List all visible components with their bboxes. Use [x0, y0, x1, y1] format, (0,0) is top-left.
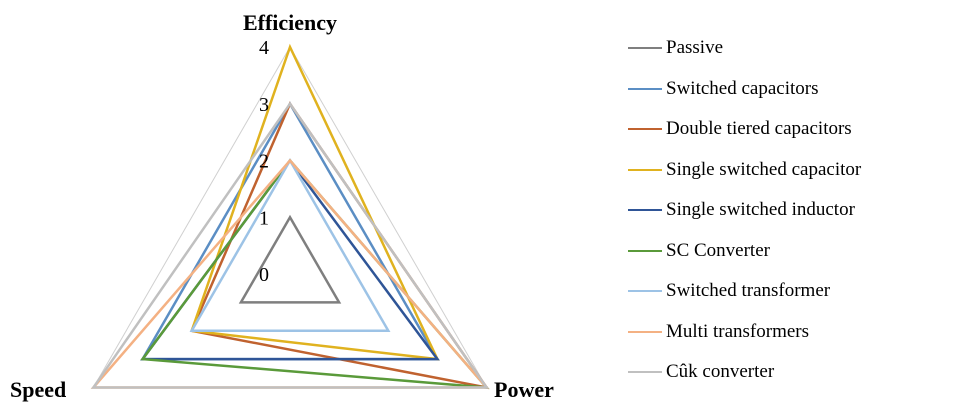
series-polygon-8 — [91, 101, 489, 389]
legend-item: Double tiered capacitors — [628, 109, 861, 150]
legend-swatch — [628, 209, 662, 212]
legend-swatch — [628, 249, 662, 252]
legend-item: Passive — [628, 28, 861, 69]
legend-swatch — [628, 290, 662, 293]
legend-item: Multi transformers — [628, 312, 861, 353]
legend-label: Multi transformers — [666, 320, 810, 342]
series-polygon-6 — [189, 157, 391, 333]
tick-label-3: 3 — [259, 94, 269, 116]
legend-swatch — [628, 47, 662, 50]
legend-swatch — [628, 168, 662, 171]
series-polygon-0 — [238, 214, 342, 304]
series-polygon-1 — [140, 101, 440, 361]
legend-swatch — [628, 87, 662, 90]
tick-labels: 0 1 2 3 4 — [259, 37, 269, 286]
tick-label-1: 1 — [259, 207, 269, 229]
legend-item: Switched capacitors — [628, 69, 861, 110]
series-polygon-3 — [190, 43, 440, 361]
tick-label-2: 2 — [259, 151, 269, 173]
legend-swatch — [628, 128, 662, 131]
axis-title-efficiency: Efficiency — [243, 10, 337, 35]
legend-item: Single switched inductor — [628, 190, 861, 231]
legend-label: Switched transformer — [666, 280, 831, 302]
axis-title-power: Power — [494, 377, 554, 402]
legend-label: Double tiered capacitors — [666, 118, 852, 140]
legend-label: SC Converter — [666, 239, 770, 261]
legend-label: Single switched capacitor — [666, 158, 862, 180]
legend-label: Switched capacitors — [666, 77, 819, 99]
series-polygon-7 — [90, 158, 490, 389]
radar-chart: 0 1 2 3 4 Efficiency Power Speed — [10, 10, 554, 402]
legend-label: Cûk converter — [666, 361, 775, 383]
legend-item: Single switched capacitor — [628, 150, 861, 191]
legend-item: SC Converter — [628, 231, 861, 272]
legend-label: Single switched inductor — [666, 199, 855, 221]
legend: Passive Switched capacitors Double tiered … — [628, 28, 861, 393]
tick-label-0: 0 — [259, 264, 269, 286]
legend-swatch — [628, 371, 662, 374]
axis-title-speed: Speed — [10, 377, 66, 402]
legend-item: Cûk converter — [628, 352, 861, 393]
radar-series — [90, 43, 490, 390]
legend-item: Switched transformer — [628, 271, 861, 312]
legend-label: Passive — [666, 37, 723, 59]
legend-swatch — [628, 330, 662, 333]
series-polygon-4 — [140, 158, 440, 361]
tick-label-4: 4 — [259, 37, 269, 59]
